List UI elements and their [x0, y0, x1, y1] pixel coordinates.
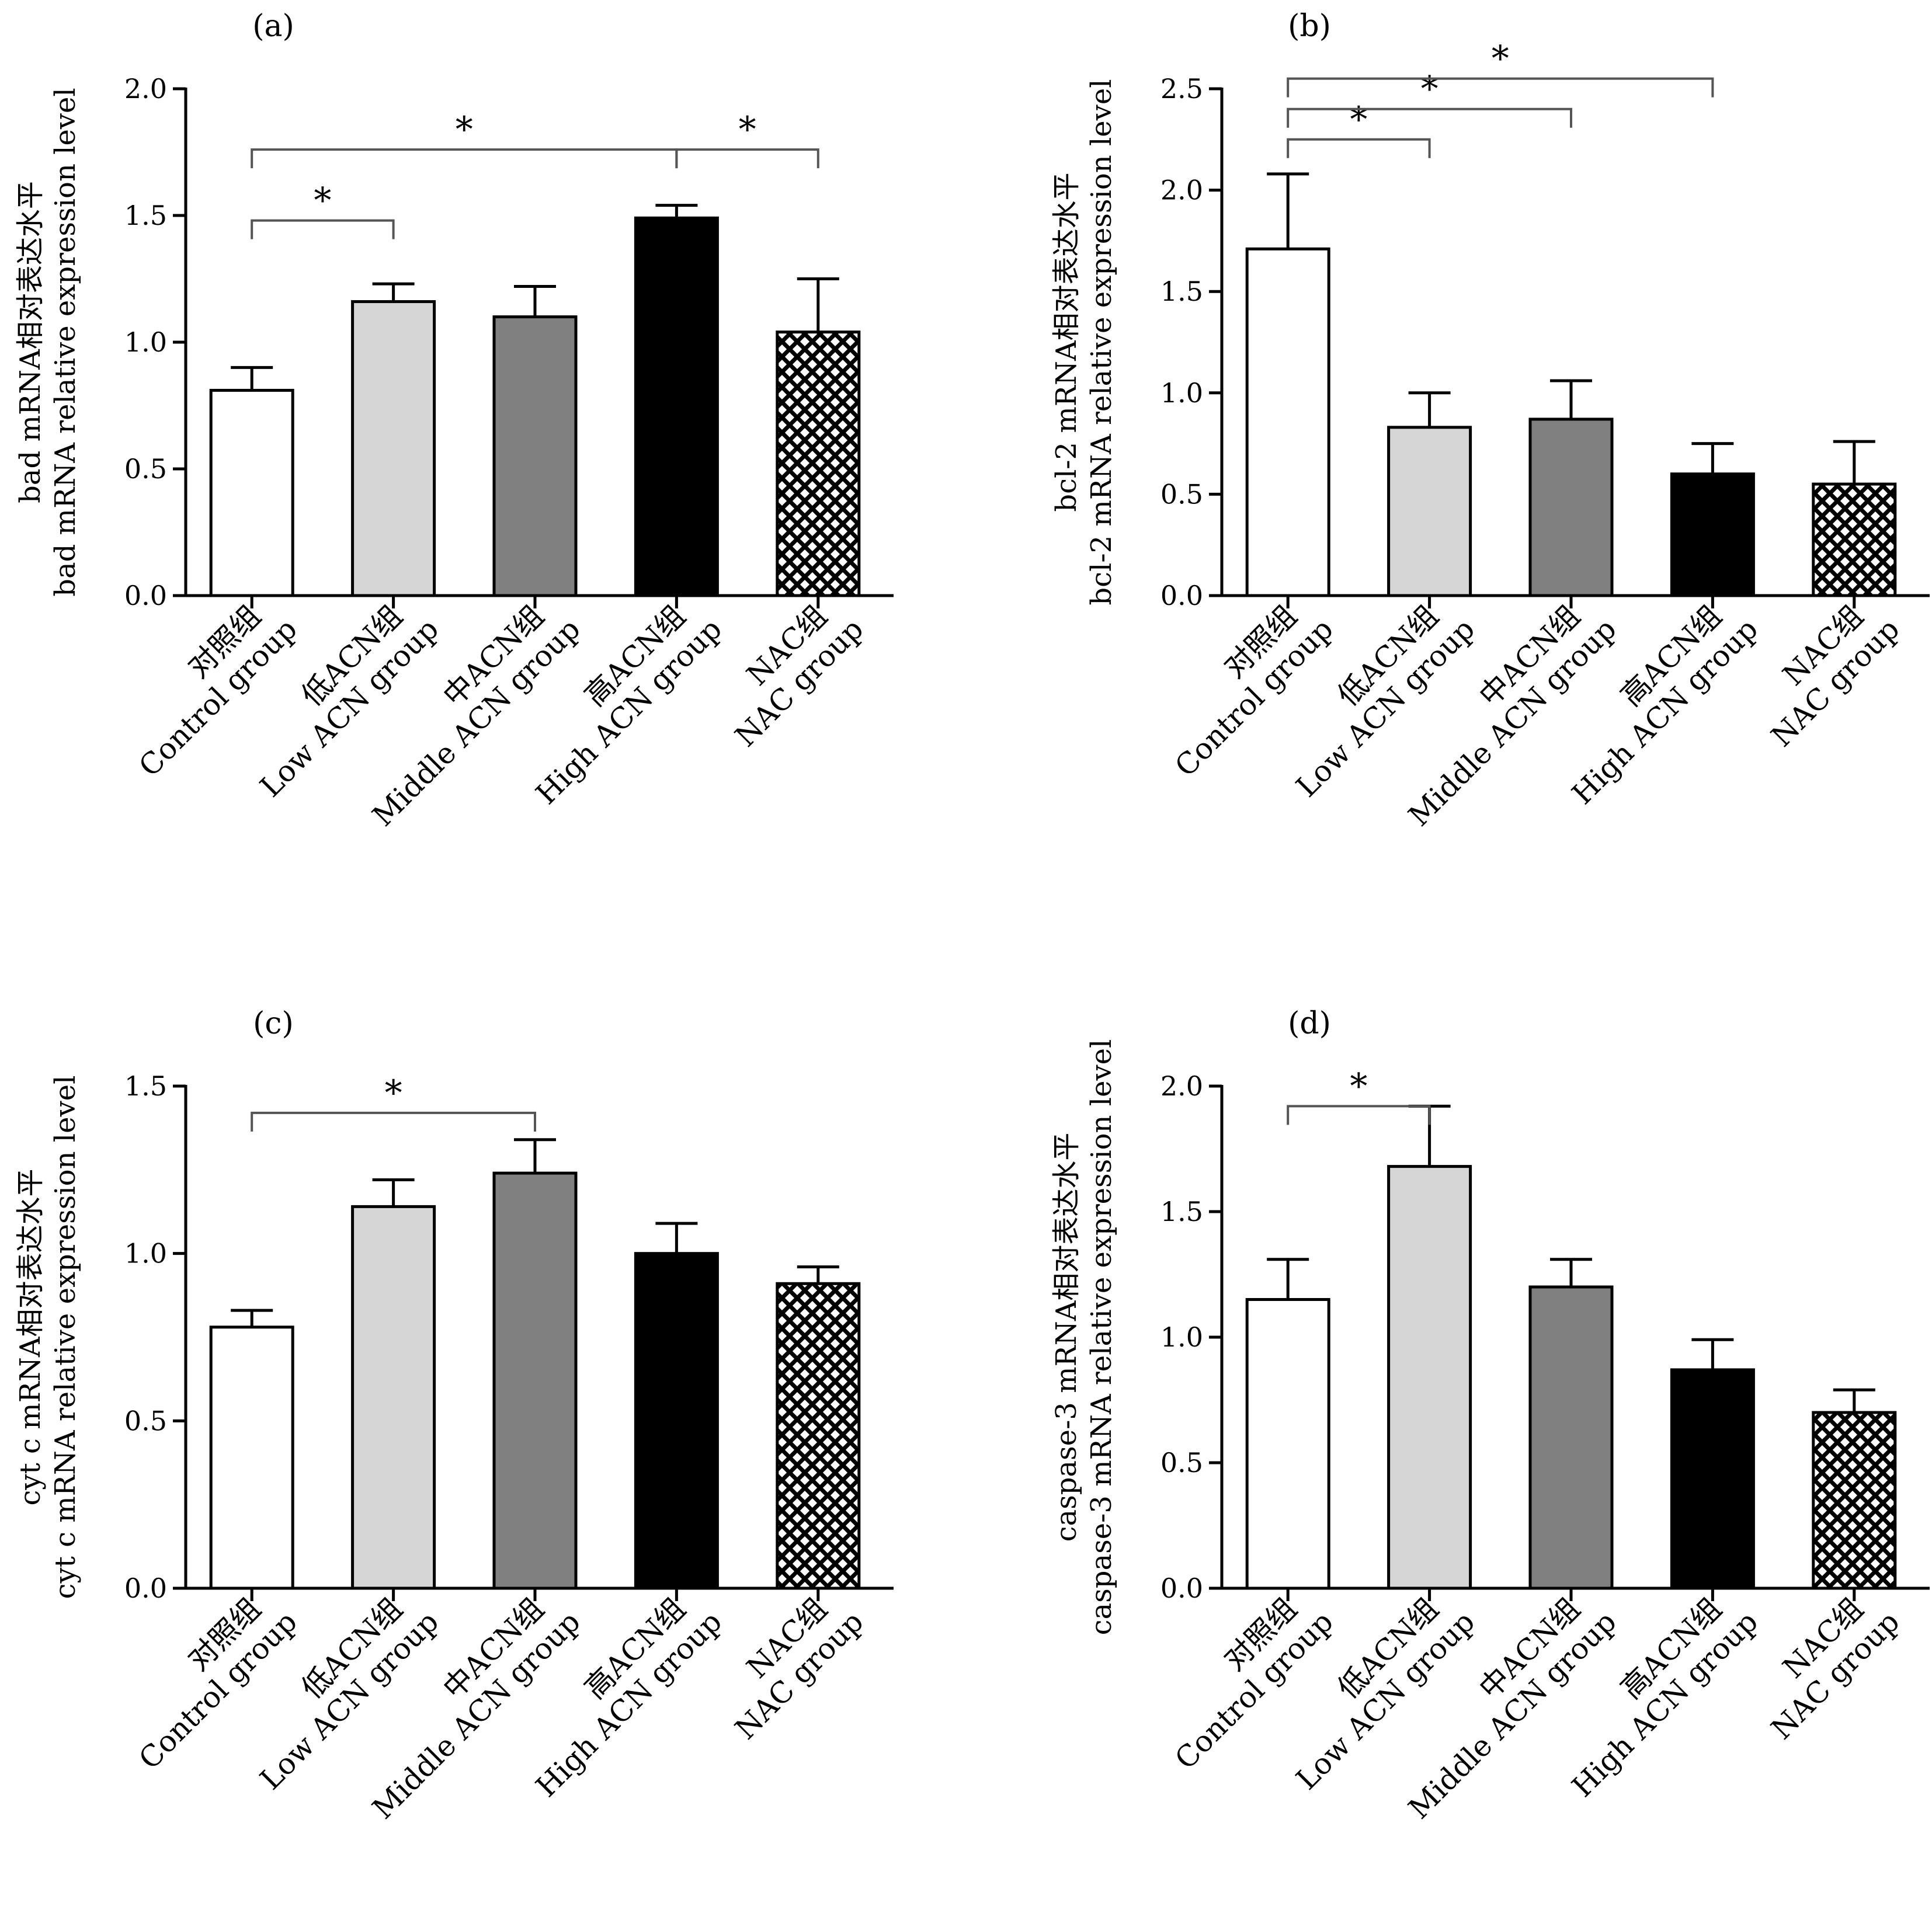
- significance-bracket: [1287, 1105, 1431, 1125]
- bar-nac-group: [776, 330, 861, 597]
- y-tick-label: 1.5: [124, 200, 167, 231]
- y-tick-label: 1.5: [124, 1070, 167, 1102]
- bar-high-acn-group: [634, 1252, 719, 1590]
- y-tick-label: 0.0: [1160, 580, 1203, 611]
- y-tick-label: 0.5: [124, 1405, 167, 1436]
- bar-middle-acn-group: [1528, 1285, 1614, 1590]
- y-tick-label: 1.0: [124, 326, 167, 358]
- significance-star: *: [1350, 99, 1367, 140]
- significance-star: *: [1350, 1066, 1367, 1107]
- bar-high-acn-group: [1670, 472, 1755, 597]
- y-axis-label-cn: cyt c mRNA相对表达水平: [14, 1168, 47, 1505]
- significance-bracket: [251, 148, 678, 169]
- y-tick-label: 1.0: [1160, 1321, 1203, 1353]
- y-axis-label-en: bad mRNA relative expression level: [49, 88, 82, 597]
- y-tick-label: 0.0: [124, 580, 167, 611]
- significance-star: *: [1421, 69, 1438, 110]
- panel-letter: (a): [252, 9, 294, 44]
- significance-star: *: [314, 180, 331, 221]
- y-tick-label: 0.5: [124, 453, 167, 485]
- bar-low-acn-group: [351, 300, 436, 597]
- y-tick-label: 2.0: [1160, 175, 1203, 206]
- bar-nac-group: [1812, 482, 1897, 597]
- bar-nac-group: [776, 1282, 861, 1590]
- panel-letter: (c): [253, 1006, 294, 1041]
- y-tick-label: 1.5: [1160, 276, 1203, 307]
- y-tick-label: 0.5: [1160, 478, 1203, 510]
- y-tick-label: 1.0: [124, 1238, 167, 1269]
- bar-nac-group: [1812, 1411, 1897, 1590]
- significance-star: *: [385, 1073, 402, 1114]
- bar-control-group: [209, 1325, 294, 1590]
- significance-bracket: [1287, 138, 1431, 158]
- bar-control-group: [1245, 1298, 1330, 1590]
- y-tick-label: 0.0: [124, 1572, 167, 1604]
- significance-star: *: [1492, 39, 1509, 79]
- panel-letter: (b): [1288, 9, 1331, 44]
- significance-bracket: [1287, 107, 1572, 128]
- y-axis-label-en: cyt c mRNA relative expression level: [49, 1076, 82, 1599]
- bar-high-acn-group: [1670, 1368, 1755, 1590]
- y-axis-label-cn: caspase-3 mRNA相对表达水平: [1050, 1133, 1083, 1542]
- y-tick-label: 1.5: [1160, 1196, 1203, 1227]
- bar-high-acn-group: [634, 216, 719, 597]
- significance-star: *: [739, 109, 756, 150]
- bar-low-acn-group: [1387, 1165, 1472, 1590]
- significance-bracket: [251, 1111, 536, 1132]
- panel-letter: (d): [1288, 1006, 1331, 1041]
- bar-middle-acn-group: [492, 1171, 578, 1590]
- y-axis-label-cn: bad mRNA相对表达水平: [14, 181, 47, 503]
- y-tick-label: 2.5: [1160, 73, 1203, 105]
- y-tick-label: 1.0: [1160, 377, 1203, 409]
- significance-star: *: [456, 109, 473, 150]
- bar-low-acn-group: [351, 1205, 436, 1590]
- y-axis-label-en: caspase-3 mRNA relative expression level: [1085, 1039, 1118, 1636]
- y-axis-label-cn: bcl-2 mRNA相对表达水平: [1050, 172, 1083, 512]
- y-tick-label: 2.0: [124, 73, 167, 105]
- y-tick-label: 0.0: [1160, 1572, 1203, 1604]
- bar-low-acn-group: [1387, 426, 1472, 597]
- bar-middle-acn-group: [492, 315, 578, 597]
- significance-bracket: [251, 219, 395, 239]
- y-axis-label-en: bcl-2 mRNA relative expression level: [1085, 79, 1118, 605]
- y-tick-label: 0.5: [1160, 1447, 1203, 1478]
- bar-control-group: [1245, 247, 1330, 597]
- significance-bracket: [675, 148, 819, 169]
- bar-middle-acn-group: [1528, 418, 1614, 597]
- significance-bracket: [1287, 77, 1714, 98]
- y-tick-label: 2.0: [1160, 1070, 1203, 1102]
- bar-control-group: [209, 388, 294, 597]
